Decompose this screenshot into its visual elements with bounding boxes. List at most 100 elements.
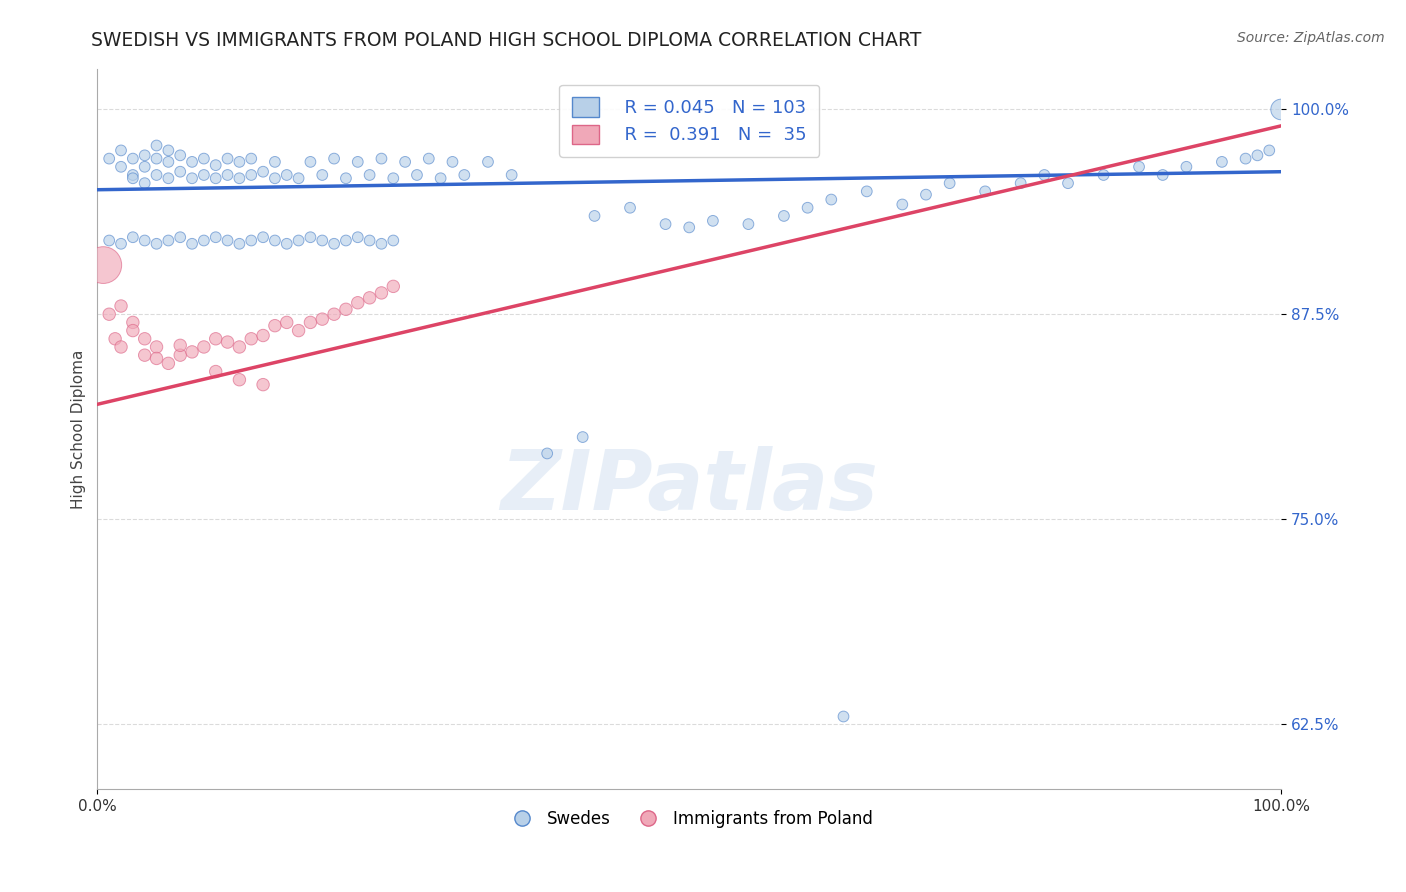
Point [382, 279, 405, 293]
Point [121, 152, 143, 166]
Point [311, 234, 333, 248]
Point [891, 197, 914, 211]
Point [181, 171, 204, 186]
Point [1010, 176, 1032, 190]
Point [145, 168, 167, 182]
Point [134, 148, 156, 162]
Point [228, 373, 250, 387]
Point [406, 168, 429, 182]
Point [382, 234, 405, 248]
Point [287, 234, 309, 248]
Point [915, 187, 938, 202]
Point [453, 168, 475, 182]
Point [193, 340, 215, 354]
Point [571, 430, 593, 444]
Point [335, 171, 357, 186]
Point [938, 176, 960, 190]
Point [501, 168, 523, 182]
Point [145, 351, 167, 366]
Point [370, 152, 392, 166]
Point [536, 446, 558, 460]
Point [1246, 148, 1268, 162]
Point [311, 312, 333, 326]
Point [193, 168, 215, 182]
Point [287, 324, 309, 338]
Point [134, 348, 156, 362]
Point [169, 148, 191, 162]
Point [299, 154, 322, 169]
Point [323, 236, 346, 251]
Point [145, 138, 167, 153]
Point [228, 154, 250, 169]
Point [264, 154, 287, 169]
Point [169, 348, 191, 362]
Point [654, 217, 676, 231]
Point [121, 324, 143, 338]
Point [145, 152, 167, 166]
Point [98, 234, 121, 248]
Point [346, 295, 368, 310]
Point [228, 236, 250, 251]
Point [299, 230, 322, 244]
Point [311, 168, 333, 182]
Point [98, 307, 121, 321]
Point [276, 168, 298, 182]
Point [429, 171, 451, 186]
Point [145, 236, 167, 251]
Point [1175, 160, 1198, 174]
Point [193, 234, 215, 248]
Point [217, 168, 239, 182]
Point [110, 236, 132, 251]
Point [228, 340, 250, 354]
Point [1211, 154, 1233, 169]
Point [157, 356, 180, 370]
Point [204, 171, 226, 186]
Point [217, 234, 239, 248]
Point [1152, 168, 1174, 182]
Point [252, 377, 274, 392]
Point [264, 234, 287, 248]
Point [169, 230, 191, 244]
Point [240, 152, 263, 166]
Point [240, 168, 263, 182]
Point [252, 230, 274, 244]
Point [346, 154, 368, 169]
Point [441, 154, 464, 169]
Point [323, 307, 346, 321]
Point [110, 160, 132, 174]
Point [1092, 168, 1115, 182]
Point [110, 299, 132, 313]
Point [181, 154, 204, 169]
Point [217, 152, 239, 166]
Point [104, 332, 127, 346]
Point [335, 234, 357, 248]
Point [98, 152, 121, 166]
Point [1128, 160, 1150, 174]
Point [264, 318, 287, 333]
Point [134, 176, 156, 190]
Point [145, 340, 167, 354]
Point [276, 236, 298, 251]
Point [110, 144, 132, 158]
Y-axis label: High School Diploma: High School Diploma [72, 349, 86, 508]
Point [583, 209, 606, 223]
Point [287, 171, 309, 186]
Point [1234, 152, 1257, 166]
Point [228, 171, 250, 186]
Point [346, 230, 368, 244]
Point [299, 315, 322, 329]
Point [110, 340, 132, 354]
Text: Source: ZipAtlas.com: Source: ZipAtlas.com [1237, 31, 1385, 45]
Text: ZIPatlas: ZIPatlas [501, 446, 879, 527]
Point [394, 154, 416, 169]
Point [252, 165, 274, 179]
Point [737, 217, 759, 231]
Point [382, 171, 405, 186]
Point [121, 315, 143, 329]
Point [193, 152, 215, 166]
Point [240, 332, 263, 346]
Point [181, 344, 204, 359]
Point [678, 220, 700, 235]
Point [169, 165, 191, 179]
Point [370, 236, 392, 251]
